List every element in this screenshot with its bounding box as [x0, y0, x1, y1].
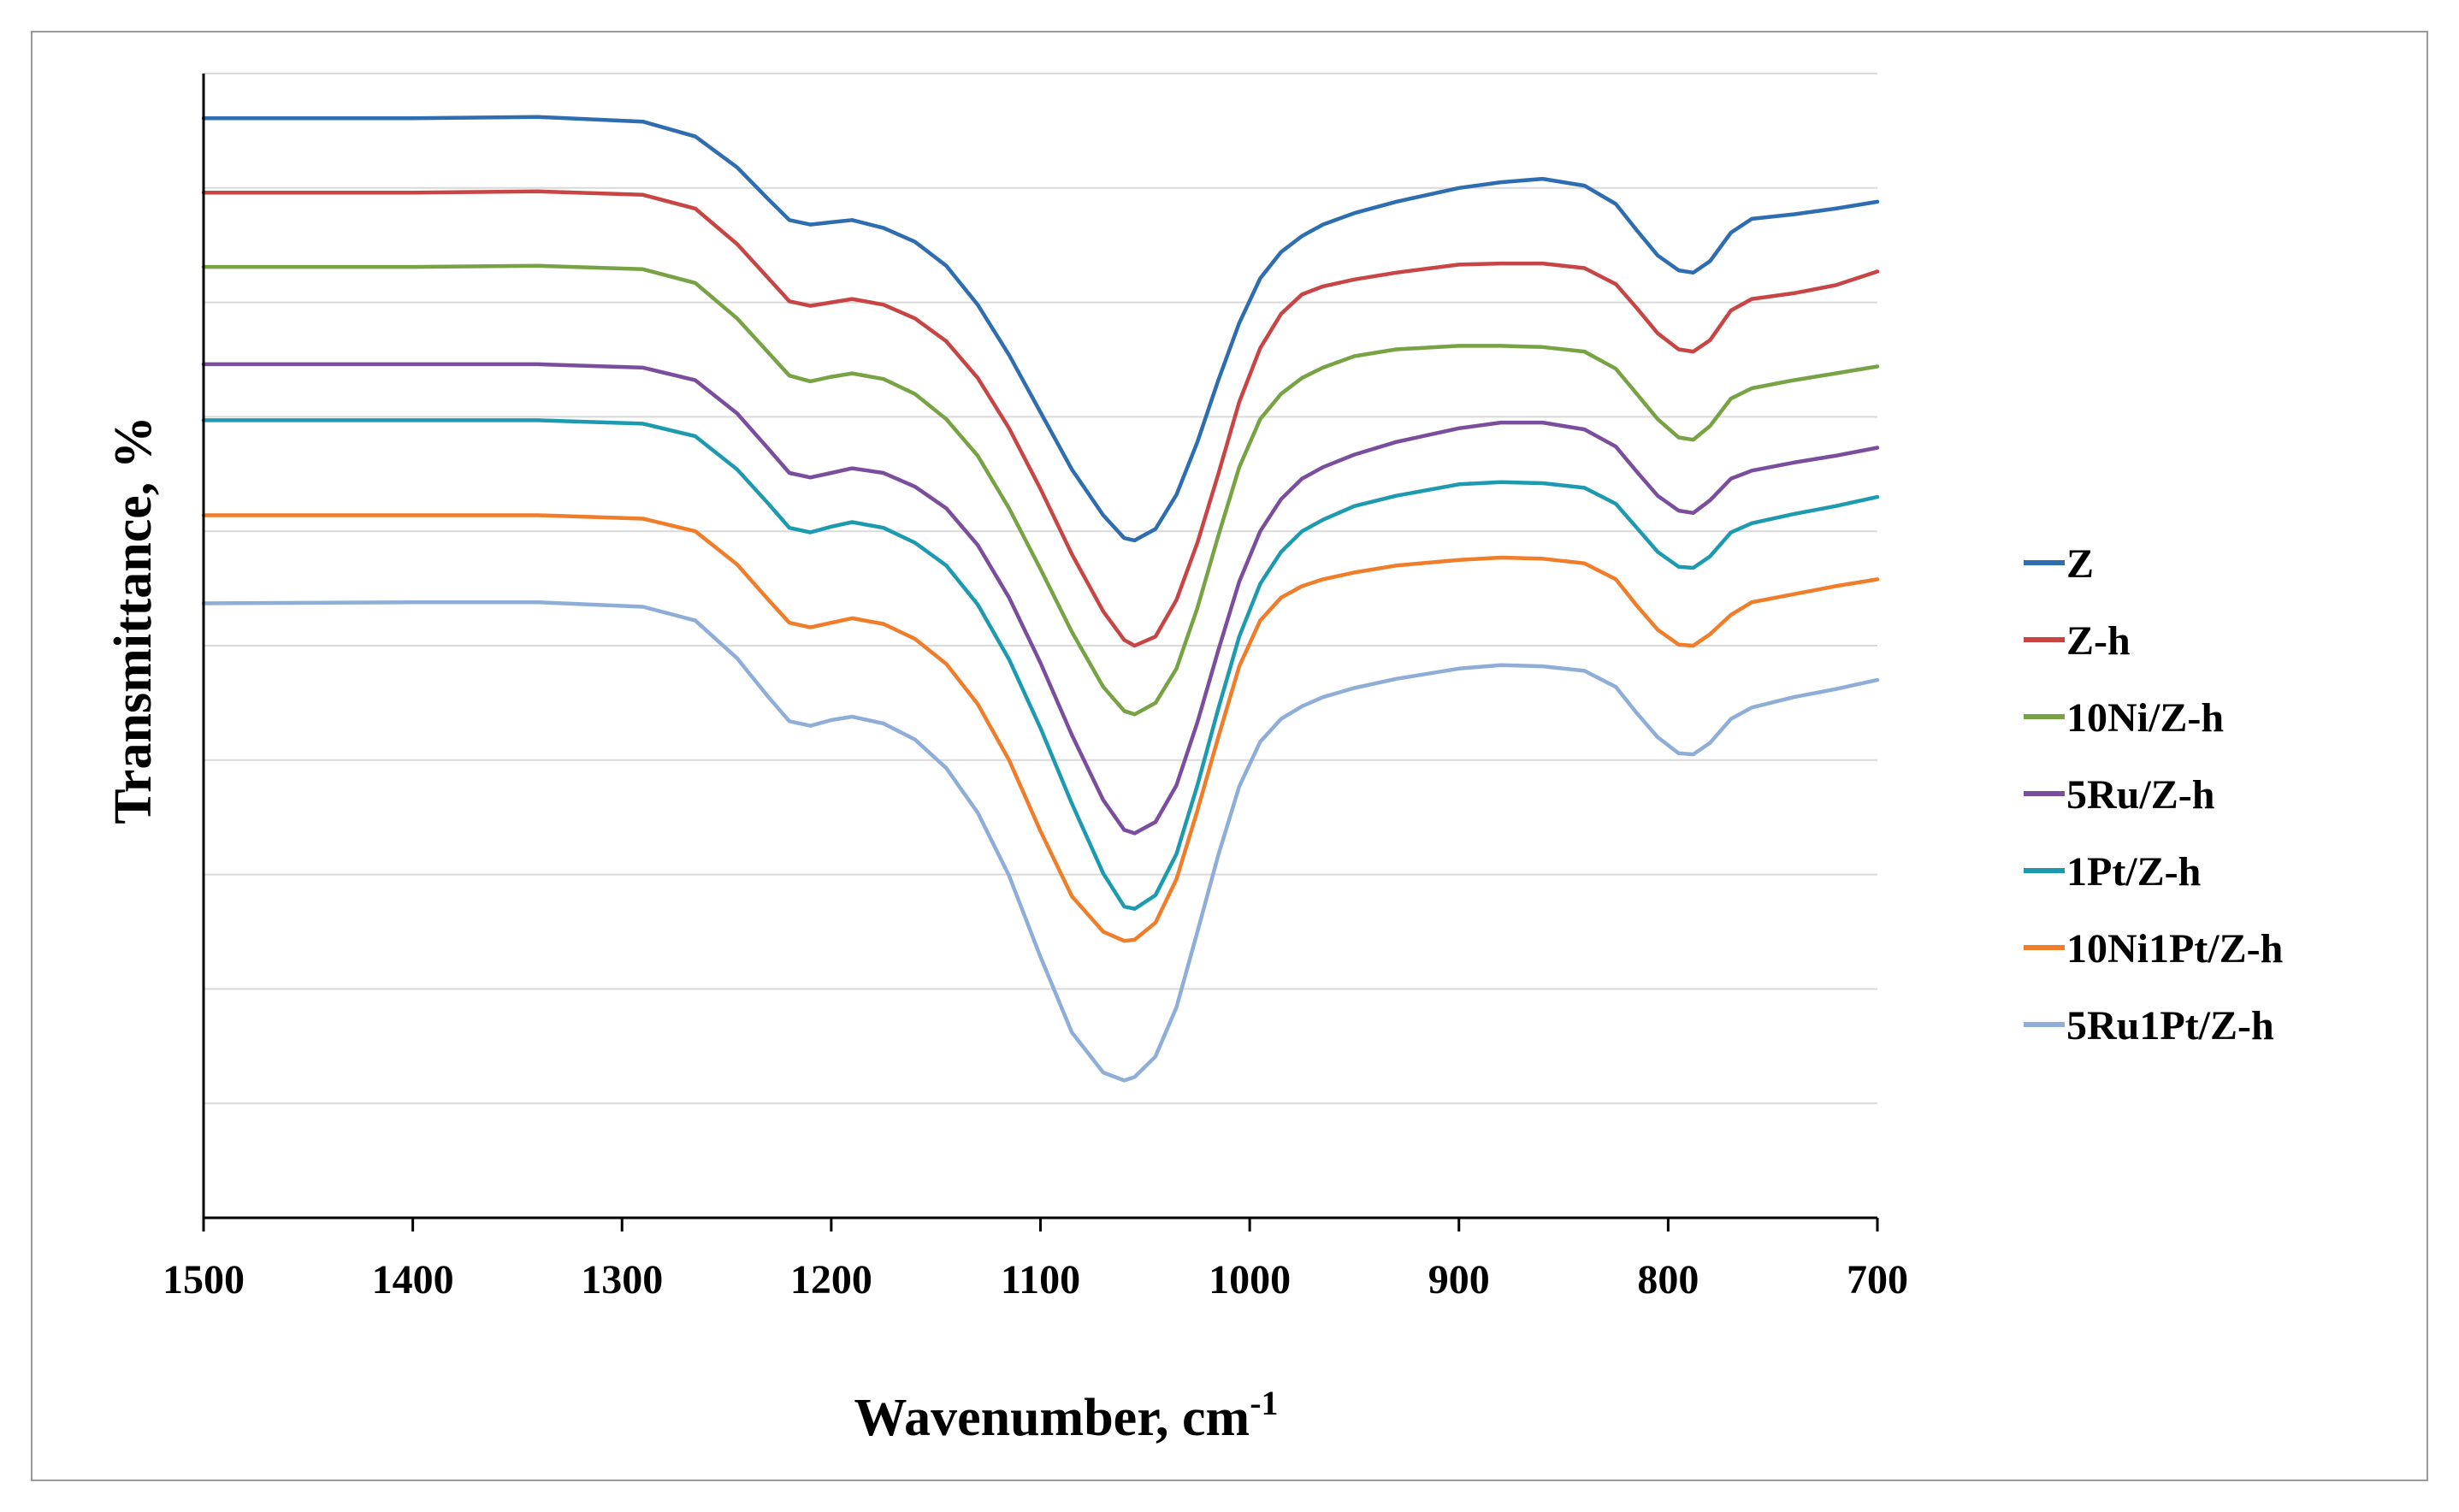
- x-tick-label: 1300: [581, 1257, 663, 1302]
- series-line-z: [201, 115, 1880, 543]
- x-tick-label: 1400: [372, 1257, 454, 1302]
- x-tick-label: 700: [1847, 1257, 1908, 1302]
- series-line-10ni1pt-z-h: [201, 513, 1880, 943]
- legend-label-5ru1pt-z-h: 5Ru1Pt/Z-h: [2066, 1003, 2274, 1048]
- legend-label-10ni1pt-z-h: 10Ni1Pt/Z-h: [2066, 926, 2283, 972]
- series-line-5ru1pt-z-h: [201, 599, 1880, 1083]
- legend-label-5ru-z-h: 5Ru/Z-h: [2066, 772, 2214, 818]
- x-tick-label: 800: [1637, 1257, 1699, 1302]
- gridlines: [204, 73, 1877, 1105]
- x-tick-label: 900: [1428, 1257, 1490, 1302]
- series-line-10ni-z-h: [201, 263, 1880, 717]
- x-axis-label: Wavenumber, cm-1: [854, 1384, 1278, 1447]
- series-line-5ru-z-h: [201, 362, 1880, 836]
- chart-frame: 1500 1400 1300 1200 1100 1000 900 800 700 Transm…: [31, 31, 2428, 1481]
- ftir-chart: 1500 1400 1300 1200 1100 1000 900 800 700 Transm…: [104, 73, 2283, 1447]
- series-line-1pt-z-h: [201, 418, 1880, 911]
- x-ticks: 1500 1400 1300 1200 1100 1000 900 800 700: [163, 1218, 1908, 1302]
- x-tick-label: 1200: [790, 1257, 872, 1302]
- y-axis-label: Transmittance, %: [104, 416, 163, 824]
- x-axis-label-text: Wavenumber, cm: [854, 1389, 1250, 1447]
- series-lines: [201, 115, 1880, 1083]
- legend-label-z-h: Z-h: [2066, 618, 2131, 664]
- x-tick-label: 1000: [1209, 1257, 1291, 1302]
- legend-label-10ni-z-h: 10Ni/Z-h: [2066, 695, 2224, 741]
- legend: Z Z-h 10Ni/Z-h 5Ru/Z-h 1Pt/Z-h 10Ni1Pt/Z-h 5Ru…: [2024, 541, 2283, 1048]
- x-axis-label-superscript: -1: [1250, 1384, 1278, 1422]
- x-tick-label: 1500: [163, 1257, 245, 1302]
- x-tick-label: 1100: [1001, 1257, 1080, 1302]
- series-line-z-h: [201, 189, 1880, 648]
- legend-label-1pt-z-h: 1Pt/Z-h: [2066, 849, 2201, 895]
- legend-label-z: Z: [2066, 541, 2094, 587]
